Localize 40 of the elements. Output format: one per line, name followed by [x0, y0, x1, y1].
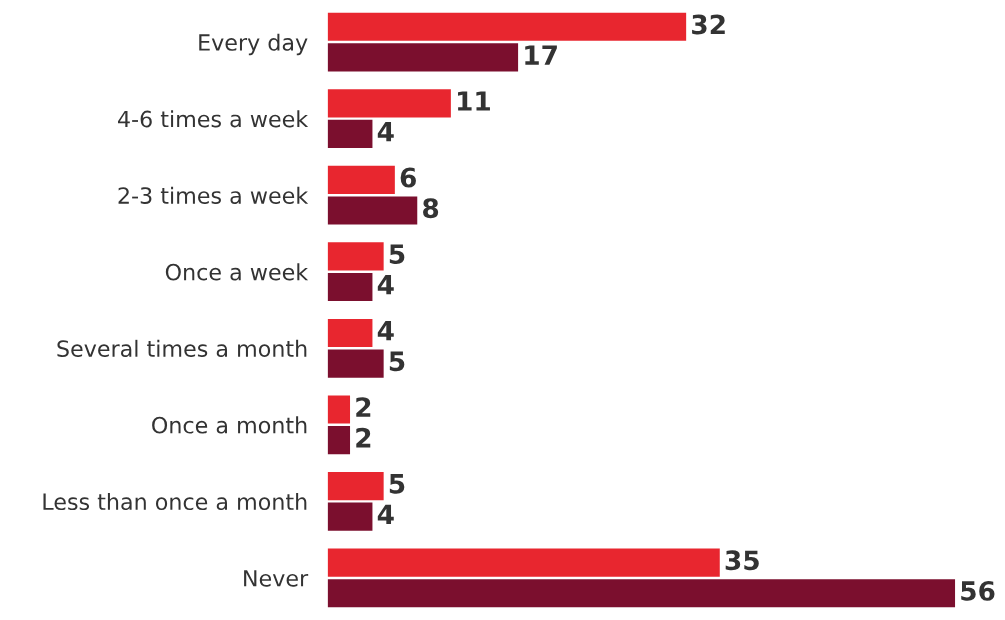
data-label: 32 — [692, 14, 725, 35]
bar — [327, 242, 384, 271]
data-label: 4 — [377, 121, 394, 142]
data-label: 6 — [400, 167, 416, 188]
data-label: 17 — [525, 45, 557, 65]
y-tick-label: Several times a month — [57, 339, 307, 358]
data-label: 56 — [961, 580, 995, 601]
y-tick-label: Once a week — [165, 263, 309, 281]
bar — [327, 579, 956, 608]
bar — [327, 471, 384, 501]
y-tick-label: Once a month — [152, 416, 307, 434]
y-tick-label: 2-3 times a week — [118, 186, 309, 204]
data-label: 8 — [423, 198, 439, 219]
bar — [327, 43, 519, 72]
bar — [327, 196, 418, 225]
data-label: 5 — [389, 244, 405, 265]
data-label: 2 — [356, 397, 371, 417]
y-tick-label: Every day — [199, 33, 308, 56]
bar — [327, 426, 351, 455]
bar — [327, 12, 687, 41]
data-label: 5 — [389, 474, 405, 494]
bar — [327, 349, 384, 378]
bar — [327, 395, 351, 424]
bar — [327, 548, 720, 577]
data-label: 4 — [377, 321, 394, 341]
data-label: 4 — [377, 275, 394, 295]
bar — [327, 272, 373, 302]
data-label: 11 — [458, 91, 490, 111]
bar — [327, 165, 395, 194]
bar — [327, 318, 373, 348]
y-tick-label: 4-6 times a week — [118, 110, 309, 128]
data-label: 35 — [725, 550, 759, 571]
y-tick-label: Never — [244, 570, 309, 587]
data-label: 2 — [356, 427, 371, 448]
data-label: 4 — [377, 504, 394, 524]
data-label: 5 — [389, 351, 405, 372]
bar — [327, 502, 373, 531]
y-tick-label: Less than once a month — [43, 492, 307, 511]
bar — [327, 119, 373, 149]
bar — [327, 89, 451, 118]
